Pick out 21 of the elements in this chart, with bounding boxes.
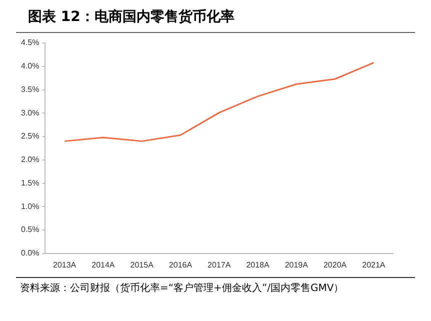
y-tick-label: 0.0% (21, 248, 40, 258)
x-tick-label: 2017A (208, 260, 232, 270)
y-tick-label: 0.5% (21, 225, 40, 234)
y-tick-label: 2.5% (21, 132, 40, 141)
y-tick-label: 4.5% (21, 38, 40, 48)
x-tick-label: 2015A (130, 260, 154, 270)
y-tick-label: 1.0% (21, 202, 40, 211)
x-tick-label: 2021A (362, 260, 386, 270)
x-tick-label: 2014A (92, 260, 116, 270)
y-tick-label: 4.0% (21, 62, 40, 71)
y-tick-label: 3.5% (21, 84, 40, 94)
text: 资料来源：公司财报（货币化率=“客户管理+佣金收入”/国内零售GMV） (19, 282, 345, 296)
x-tick-label: 2016A (168, 260, 193, 270)
x-tick-label: 2018A (246, 260, 270, 270)
x-tick-label: 2019A (284, 260, 309, 270)
x-tick-label: 2020A (323, 260, 348, 270)
chart-title: 图表 12：电商国内零售货币化率 (16, 0, 415, 33)
x-tick-label: 2013A (52, 260, 77, 270)
y-tick-label: 3.0% (21, 108, 40, 118)
y-tick-label: 1.5% (21, 178, 40, 188)
y-tick-label: 2.0% (21, 155, 40, 164)
